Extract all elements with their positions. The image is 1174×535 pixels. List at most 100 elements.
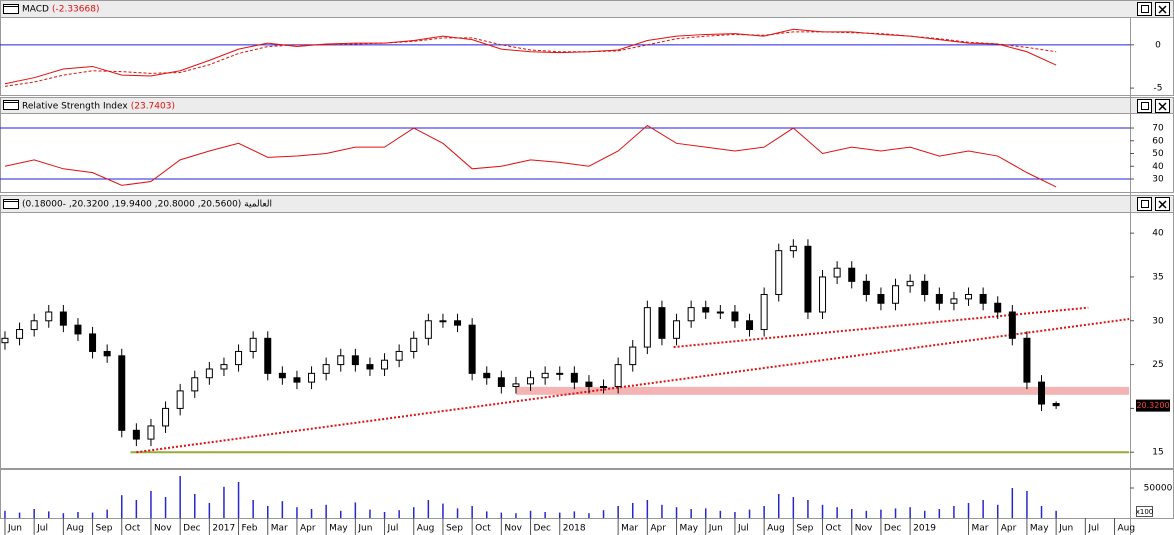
candle-body [235,350,243,366]
y-tick-label: 40 [1152,229,1164,239]
candle-body [541,372,549,379]
indicator-line [4,31,1057,87]
volume-bar [602,510,605,518]
volume-bar [631,503,634,518]
volume-bar [296,507,298,518]
multiplier-label: x100 [1136,508,1154,516]
x-tick-label: 2018 [563,524,586,534]
candle-body [483,372,491,379]
candle-body [89,333,97,352]
candle-body [892,285,900,304]
candle-body [643,307,651,348]
candle-body [789,245,797,252]
candle-body [322,364,330,374]
y-tick-label: 15 [1152,448,1163,458]
x-tick-label: Aug [417,524,435,534]
volume-bar [515,513,517,518]
candle-body [205,368,213,379]
x-tick-label: Jun [357,524,372,534]
maximize-glyph [1141,200,1149,208]
x-tick-label: Sep [96,524,113,534]
volume-bar [500,512,503,518]
x-tick-label: May [680,524,699,534]
x-tick-label: Jul [36,524,48,534]
candle-body [804,245,812,313]
volume-bar [427,500,430,518]
candle-body [965,293,973,300]
candle-body [220,364,228,370]
x-tick-label: Apr [1001,524,1017,534]
y-tick-label: 25 [1152,360,1163,370]
x-tick-label: Mar [972,524,989,534]
volume-bar [529,510,532,518]
candle-body [468,324,476,374]
candle-body [614,364,622,388]
y-tick-label: 30 [1152,316,1164,326]
panel-value: (23.7403) [131,102,175,112]
x-tick-label: Sep [796,524,813,534]
panel-title: MACD [22,5,49,15]
volume-bar [310,509,313,518]
x-tick-label: Nov [154,524,172,534]
candle-body [658,307,666,339]
candle-body [935,293,943,304]
volume-bar [442,503,444,518]
y-tick-label: 70 [1152,124,1164,134]
volume-bar [544,512,546,518]
volume-bar [865,510,868,518]
x-tick-label: Feb [242,524,258,534]
volume-bar [48,511,50,518]
x-tick-label: Dec [534,524,551,534]
volume-bar [354,502,357,518]
candle-body [147,425,155,440]
volume-bar [763,506,765,518]
volume-bar [135,500,138,518]
volume-bar [923,510,926,518]
x-tick-label: Jun [1058,524,1073,534]
volume-bar [675,507,678,518]
candle-body [132,429,140,440]
candle-body [249,337,257,352]
volume-bar [573,511,576,518]
candle-body [512,383,520,388]
candle-body [16,329,24,339]
volume-bar [807,500,809,518]
volume-bar [194,494,196,518]
maximize-glyph [1141,102,1149,110]
candle-body [862,280,870,295]
x-tick-label: Jun [7,524,22,534]
candle-body [673,320,681,339]
candle-body [570,372,578,383]
x-tick-label: May [329,524,348,534]
candle-body [921,280,929,295]
close-glyph [1158,102,1167,111]
x-tick-label: Apr [300,524,316,534]
candle-body [30,320,38,331]
y-tick-label: 50 [1152,149,1164,159]
candle-body [819,276,827,313]
panel-value: (-2.33668) [52,5,100,15]
volume-bar [223,486,225,518]
candle-body [556,372,564,375]
candle-body [278,372,286,379]
x-tick-label: Jun [708,524,723,534]
x-tick-label: Oct [125,524,141,534]
volume-bar [62,513,65,518]
volume-bar [967,503,970,518]
x-tick-label: Oct [475,524,491,534]
candle-body [1038,381,1046,405]
candle-body [833,267,841,278]
panel-title: العالمية (20.5600, 20.8000, 19.9400, 20.… [22,200,272,210]
volume-bar [690,509,692,518]
indicator-line [4,28,1057,85]
candle-body [1008,311,1016,339]
volume-bar [18,512,21,518]
volume-bar [734,512,736,518]
candle-body [176,390,184,409]
panel-buttons[interactable] [1137,2,1170,211]
volume-bar [836,507,838,518]
candle-body [1023,337,1031,383]
volume-bar [383,512,386,518]
volume-bar [1026,491,1028,518]
